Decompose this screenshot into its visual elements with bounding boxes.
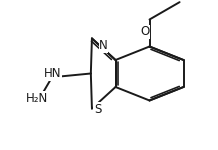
Text: O: O xyxy=(140,25,149,38)
Text: N: N xyxy=(99,39,108,52)
Text: HN: HN xyxy=(44,67,61,80)
Text: S: S xyxy=(94,103,101,116)
Text: H₂N: H₂N xyxy=(26,92,48,105)
